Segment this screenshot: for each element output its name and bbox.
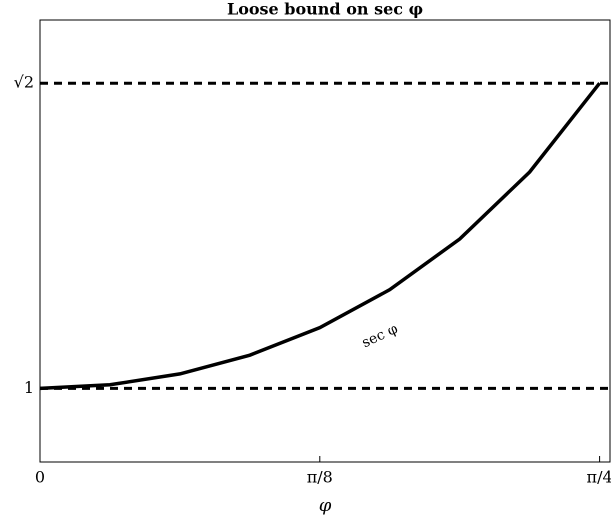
plot-frame [39, 19, 611, 463]
x-tick-label: π/8 [307, 468, 333, 487]
line-series [39, 82, 601, 391]
x-tick-label: 0 [35, 468, 45, 487]
annotation: sec φ [360, 321, 401, 351]
y-tick-label: 1 [24, 378, 34, 397]
x-axis-label: φ [319, 495, 332, 516]
chart-title: Loose bound on sec φ [227, 0, 423, 19]
y-tick-label: √2 [14, 73, 34, 92]
x-tick-label: π/4 [587, 468, 611, 487]
